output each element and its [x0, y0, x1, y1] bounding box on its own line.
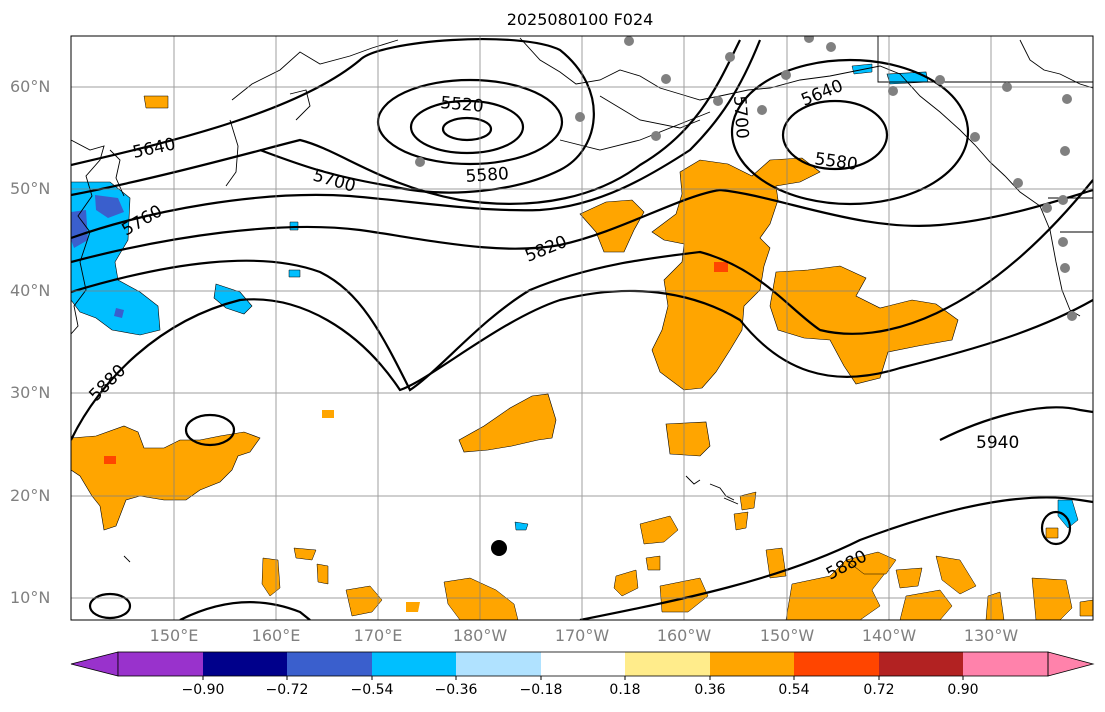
lon-label-170w: 170°W	[555, 626, 609, 645]
lat-label-30n: 30°N	[10, 383, 50, 402]
lat-label-10n: 10°N	[10, 588, 50, 607]
contour-label: 5700	[729, 95, 752, 140]
contour-label: 5520	[440, 93, 485, 117]
colorbar-tick-label: 0.18	[609, 682, 640, 698]
colorbar-tick-label: −0.36	[435, 682, 478, 698]
lon-label-130w: 130°W	[964, 626, 1018, 645]
lat-label-40n: 40°N	[10, 281, 50, 300]
lon-label-150e: 150°E	[150, 626, 199, 645]
contour-label: 5940	[976, 433, 1019, 453]
lon-label-170e: 170°E	[354, 626, 403, 645]
colorbar-min-arrow	[71, 652, 118, 676]
colorbar-max-arrow	[1048, 652, 1093, 676]
colorbar-tick-label: −0.90	[182, 682, 225, 698]
typhoon-center-marker	[491, 540, 507, 556]
contour-label: 5580	[465, 164, 510, 187]
colorbar-tick-label: −0.54	[351, 682, 394, 698]
lat-label-60n: 60°N	[10, 77, 50, 96]
colorbar	[71, 652, 1093, 680]
colorbar-tick-label: 0.72	[863, 682, 894, 698]
colorbar-tick-label: −0.18	[520, 682, 563, 698]
lon-label-140w: 140°W	[862, 626, 916, 645]
lon-label-180w: 180°W	[453, 626, 507, 645]
colorbar-tick-label: 0.90	[947, 682, 978, 698]
lat-label-20n: 20°N	[10, 486, 50, 505]
lat-label-50n: 50°N	[10, 179, 50, 198]
lon-label-150w: 150°W	[760, 626, 814, 645]
colorbar-tick-label: 0.54	[778, 682, 809, 698]
weather-map: 5520 5580 5640 5700 5760 5820 5880 5940 …	[0, 0, 1105, 712]
lon-label-160e: 160°E	[252, 626, 301, 645]
colorbar-tick-label: −0.72	[266, 682, 309, 698]
lon-label-160w: 160°W	[657, 626, 711, 645]
colorbar-tick-label: 0.36	[694, 682, 725, 698]
